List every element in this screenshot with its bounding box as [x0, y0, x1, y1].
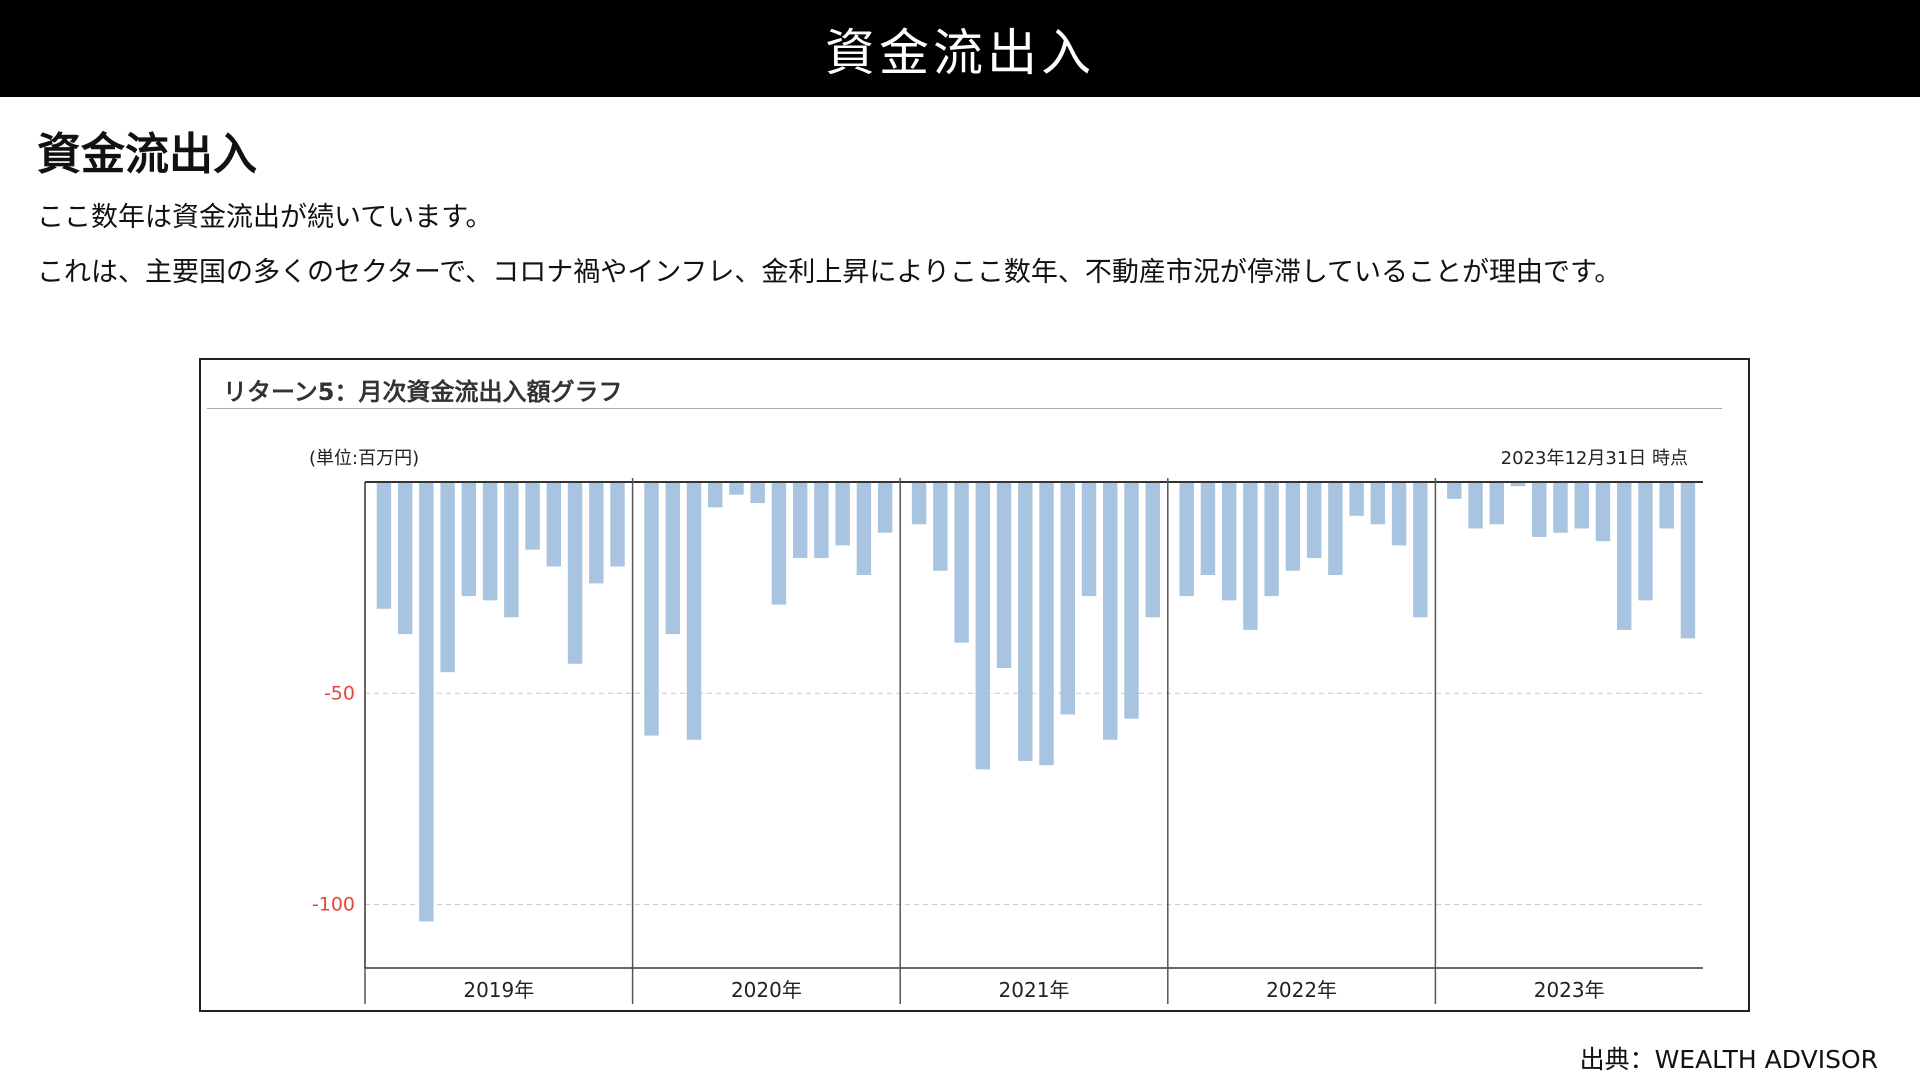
bar: [397, 482, 413, 635]
bar: [933, 482, 948, 571]
bar: [911, 482, 927, 525]
bar: [1103, 482, 1118, 740]
bar: [1200, 482, 1216, 575]
bar: [461, 482, 477, 597]
bar: [1328, 482, 1343, 575]
bar: [1595, 482, 1611, 542]
bar: [686, 482, 702, 740]
bar: [589, 482, 604, 584]
bar: [440, 482, 455, 673]
header-bar: 資金流出入: [0, 0, 1920, 97]
bar: [1391, 482, 1407, 546]
bar: [1616, 482, 1632, 630]
bar: [1264, 482, 1279, 597]
as-of-label: 2023年12月31日 時点: [1500, 448, 1688, 469]
bar: [996, 482, 1012, 668]
bar: [1468, 482, 1483, 529]
bar: [1553, 482, 1568, 533]
bar: [1018, 482, 1033, 761]
y-tick-label: -50: [324, 682, 355, 704]
bar: [729, 482, 744, 495]
bar: [665, 482, 680, 635]
bar: [525, 482, 540, 550]
bar: [1349, 482, 1364, 516]
bar: [1039, 482, 1054, 766]
bar: [1574, 482, 1589, 529]
bar: [1243, 482, 1258, 630]
bar: [877, 482, 893, 533]
x-tick-label: 2021年: [999, 978, 1070, 1002]
bar: [1221, 482, 1237, 601]
chart-title: リターン5：月次資金流出入額グラフ: [223, 378, 623, 406]
bar: [610, 482, 625, 567]
bar-chart: -50 -100 2019年 2020年 2021年 2022年 2023年: [312, 478, 1703, 1004]
bar: [1145, 482, 1160, 618]
bar: [1413, 482, 1428, 618]
bar: [419, 482, 434, 922]
bar: [1447, 482, 1462, 499]
bar: [1638, 482, 1653, 601]
bar: [750, 482, 765, 504]
bar: [835, 482, 850, 546]
bar: [482, 482, 498, 601]
x-tick-label: 2020年: [731, 978, 802, 1002]
y-tick-label: -100: [312, 894, 355, 916]
section-heading: 資金流出入: [37, 129, 257, 180]
bar: [814, 482, 829, 559]
bar: [975, 482, 991, 770]
bar: [1285, 482, 1301, 571]
bar: [1370, 482, 1386, 525]
x-tick-label: 2022年: [1266, 978, 1337, 1002]
bar: [1306, 482, 1322, 559]
bar: [1124, 482, 1139, 719]
bar: [567, 482, 583, 664]
bar: [504, 482, 519, 618]
bar: [1081, 482, 1097, 597]
bar: [792, 482, 808, 559]
bar: [1680, 482, 1696, 639]
bar: [1060, 482, 1075, 715]
bar: [954, 482, 969, 643]
unit-label: (単位:百万円): [309, 448, 420, 469]
chart-panel: リターン5：月次資金流出入額グラフ (単位:百万円) 2023年12月31日 時…: [199, 358, 1750, 1012]
bar: [856, 482, 872, 575]
chart-title-divider: [207, 408, 1722, 409]
bar: [644, 482, 659, 736]
bar: [376, 482, 392, 609]
header-title: 資金流出入: [825, 23, 1095, 82]
bar: [1532, 482, 1547, 537]
bar: [771, 482, 787, 605]
paragraph-1: ここ数年は資金流出が続いています。: [37, 202, 493, 233]
paragraph-2: これは、主要国の多くのセクターで、コロナ禍やインフレ、金利上昇によりここ数年、不…: [37, 257, 1622, 288]
x-tick-label: 2023年: [1534, 978, 1605, 1002]
bar: [1659, 482, 1674, 529]
bar: [1489, 482, 1504, 525]
bar: [707, 482, 723, 508]
bar: [1179, 482, 1194, 597]
x-tick-label: 2019年: [463, 978, 534, 1002]
source-credit: 出典：WEALTH ADVISOR: [1579, 1045, 1878, 1074]
bar: [1510, 482, 1526, 487]
bar: [546, 482, 562, 567]
